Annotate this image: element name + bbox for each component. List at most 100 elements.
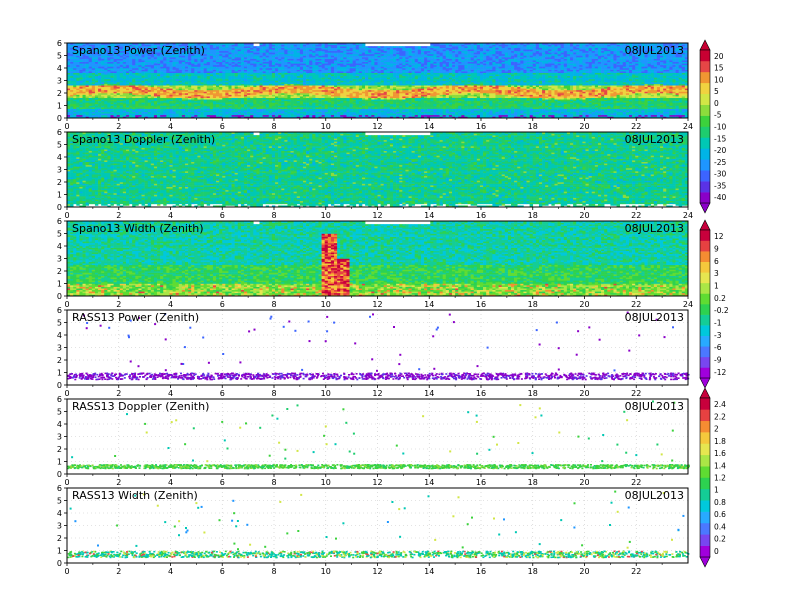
heatmap-cell [98, 85, 102, 88]
heatmap-cell [157, 50, 161, 53]
heatmap-cell [153, 50, 158, 53]
heatmap-cell [88, 113, 93, 116]
heatmap-cell [138, 61, 142, 64]
heatmap-cell [126, 72, 130, 75]
heatmap-cell [104, 108, 108, 111]
heatmap-cell [144, 88, 149, 91]
heatmap-cell [157, 83, 161, 86]
heatmap-cell [181, 93, 186, 95]
heatmap-cell [67, 107, 71, 109]
heatmap-cell [101, 61, 105, 64]
heatmap-cell [73, 46, 77, 48]
heatmap-cell [67, 103, 71, 106]
heatmap-cell [141, 44, 145, 47]
heatmap-cell [147, 102, 152, 105]
heatmap-cell [147, 44, 152, 47]
heatmap-cell [188, 52, 192, 55]
heatmap-cell [191, 103, 195, 106]
heatmap-cell [107, 75, 111, 78]
heatmap-cell [110, 72, 114, 75]
heatmap-cell [175, 114, 180, 117]
heatmap-cell [141, 47, 145, 50]
heatmap-cell [150, 74, 155, 77]
heatmap-cell [79, 74, 83, 77]
heatmap-cell [150, 83, 155, 86]
heatmap-cell [79, 86, 83, 89]
heatmap-cell [67, 114, 71, 117]
heatmap-cell [110, 74, 114, 77]
heatmap-cell [91, 55, 96, 58]
heatmap-cell [150, 91, 155, 94]
heatmap-cell [101, 63, 105, 66]
heatmap-cell [79, 102, 83, 105]
heatmap-cell [150, 49, 155, 52]
heatmap-cell [79, 96, 83, 98]
heatmap-cell [153, 113, 158, 116]
heatmap-cell [132, 78, 136, 81]
heatmap-cell [157, 100, 161, 103]
heatmap-cell [181, 110, 186, 113]
heatmap-cell [147, 80, 152, 83]
heatmap-cell [67, 97, 71, 100]
heatmap-cell [163, 43, 167, 45]
heatmap-cell [88, 110, 93, 113]
heatmap-cell [67, 72, 71, 75]
heatmap-cell [138, 93, 142, 95]
heatmap-cell [104, 102, 108, 105]
heatmap-cell [104, 116, 108, 119]
heatmap-cell [374, 46, 378, 48]
heatmap-cell [113, 55, 117, 58]
heatmap-cell [160, 80, 164, 83]
heatmap-cell [119, 77, 124, 80]
heatmap-cell [113, 82, 117, 84]
heatmap-cell [160, 60, 164, 63]
heatmap-cell [129, 75, 133, 78]
heatmap-cell [119, 83, 124, 86]
heatmap-cell [172, 88, 176, 91]
heatmap-cell [132, 68, 136, 70]
heatmap-cell [79, 93, 83, 95]
heatmap-cell [101, 100, 105, 103]
heatmap-cell [172, 52, 176, 55]
heatmap-cell [126, 111, 130, 114]
heatmap-cell [116, 86, 121, 89]
heatmap-cell [88, 100, 93, 103]
heatmap-cell [67, 55, 71, 58]
heatmap-cell [153, 85, 158, 88]
heatmap-cell [178, 75, 183, 78]
heatmap-cell [79, 63, 83, 66]
heatmap-cell [101, 58, 105, 61]
heatmap-cell [163, 93, 167, 95]
heatmap-cell [122, 111, 127, 114]
heatmap-cell [110, 57, 114, 59]
heatmap-cell [110, 80, 114, 83]
heatmap-cell [67, 68, 71, 70]
heatmap-cell [147, 68, 152, 70]
heatmap-cell [122, 68, 127, 70]
heatmap-cell [191, 108, 195, 111]
heatmap-cell [82, 69, 86, 72]
heatmap-cell [132, 93, 136, 95]
heatmap-cell [147, 108, 152, 111]
heatmap-cell [85, 113, 90, 116]
heatmap-cell [157, 46, 161, 48]
heatmap-cell [188, 86, 192, 89]
heatmap-cell [91, 50, 96, 53]
heatmap-cell [386, 46, 391, 48]
heatmap-cell [110, 61, 114, 64]
heatmap-cell [85, 75, 90, 78]
heatmap-cell [82, 111, 86, 114]
heatmap-cell [163, 49, 167, 52]
heatmap-cell [101, 78, 105, 81]
heatmap-cell [129, 105, 133, 108]
heatmap-cell [126, 85, 130, 88]
heatmap-cell [181, 80, 186, 83]
heatmap-cell [169, 103, 173, 106]
heatmap-cell [107, 77, 111, 80]
heatmap-cell [116, 93, 121, 95]
heatmap-cell [135, 108, 139, 111]
heatmap-cell [94, 96, 99, 98]
heatmap-cell [107, 107, 111, 109]
heatmap-cell [70, 113, 74, 116]
heatmap-cell [144, 116, 149, 119]
